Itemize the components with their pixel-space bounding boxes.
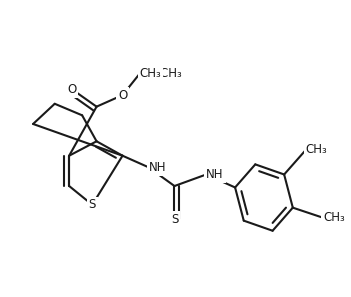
Text: O: O — [67, 83, 77, 96]
Text: O: O — [67, 83, 77, 96]
Text: S: S — [88, 198, 96, 211]
Text: O: O — [118, 89, 127, 102]
Text: NH: NH — [148, 161, 166, 174]
Text: CH₃: CH₃ — [140, 67, 161, 80]
Text: CH₃: CH₃ — [323, 211, 345, 224]
Text: S: S — [171, 213, 178, 226]
Text: O—CH₃: O—CH₃ — [140, 67, 183, 80]
Text: O: O — [118, 89, 127, 102]
Text: NH: NH — [206, 168, 224, 181]
Text: CH₃: CH₃ — [306, 143, 327, 157]
